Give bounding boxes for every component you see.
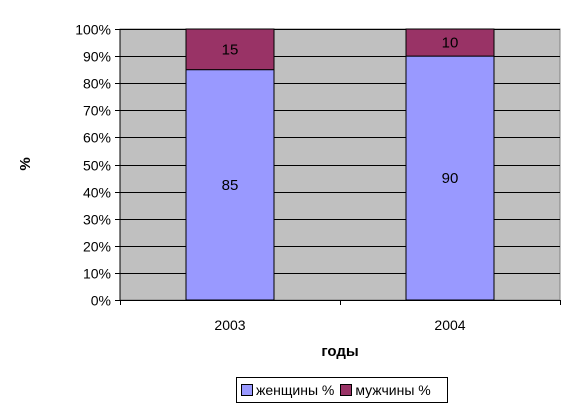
- x-axis-ticks: 2003 2004: [120, 300, 561, 333]
- y-tick-label: 40%: [83, 185, 111, 201]
- y-tick-label: 90%: [83, 49, 111, 65]
- bar-segment-women: [405, 55, 495, 301]
- legend-swatch-men: [340, 384, 353, 396]
- data-label: 15: [222, 41, 239, 58]
- data-label: 85: [222, 177, 239, 194]
- bar-segment-men: [405, 28, 495, 57]
- legend-swatch-women: [241, 384, 253, 396]
- legend-item-women: женщины %: [241, 382, 334, 398]
- bar-segment-women: [185, 69, 275, 301]
- y-tick-label: 70%: [83, 103, 111, 119]
- bars: [185, 28, 495, 301]
- y-tick-label: 30%: [83, 212, 111, 228]
- y-axis-title: %: [17, 157, 34, 170]
- x-tick-label: 2003: [214, 317, 245, 333]
- legend-label-men: мужчины %: [355, 382, 431, 398]
- data-label: 10: [442, 35, 459, 52]
- y-tick-label: 80%: [83, 76, 111, 92]
- y-tick-label: 10%: [83, 266, 111, 282]
- x-tick-label: 2004: [434, 317, 465, 333]
- bar-segment-men: [185, 28, 275, 71]
- y-tick-label: 50%: [83, 158, 111, 174]
- legend-label-women: женщины %: [256, 382, 335, 398]
- y-axis-ticks: 0% 10% 20% 30% 40% 50% 60% 70% 80% 90% 100%: [75, 22, 121, 309]
- y-tick-label: 100%: [75, 22, 111, 38]
- legend: женщины % мужчины %: [236, 377, 448, 403]
- legend-item-men: мужчины %: [340, 382, 431, 398]
- x-axis-title: годы: [321, 343, 358, 360]
- y-tick-label: 20%: [83, 239, 111, 255]
- data-label: 90: [442, 170, 459, 187]
- data-labels: 85 15 90 10: [222, 35, 459, 194]
- y-tick-label: 60%: [83, 130, 111, 146]
- y-tick-label: 0%: [91, 293, 111, 309]
